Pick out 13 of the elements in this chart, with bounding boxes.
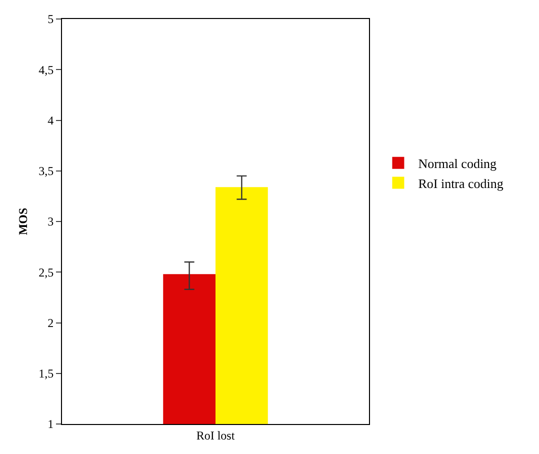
legend-label: RoI intra coding: [418, 176, 504, 191]
y-axis-title: MOS: [16, 208, 30, 236]
y-tick-label: 2: [48, 316, 54, 330]
y-tick-label: 1: [48, 417, 54, 432]
y-tick-label: 5: [48, 12, 54, 26]
legend-label: Normal coding: [418, 156, 498, 171]
y-tick-label: 1,5: [38, 366, 54, 381]
y-tick-label: 4: [48, 113, 54, 128]
y-tick-label: 4,5: [38, 62, 54, 77]
y-tick-label: 3,5: [38, 164, 54, 178]
y-tick-label: 2,5: [38, 265, 54, 280]
y-tick-label: 3: [48, 214, 54, 229]
x-tick-label: RoI lost: [196, 428, 236, 442]
